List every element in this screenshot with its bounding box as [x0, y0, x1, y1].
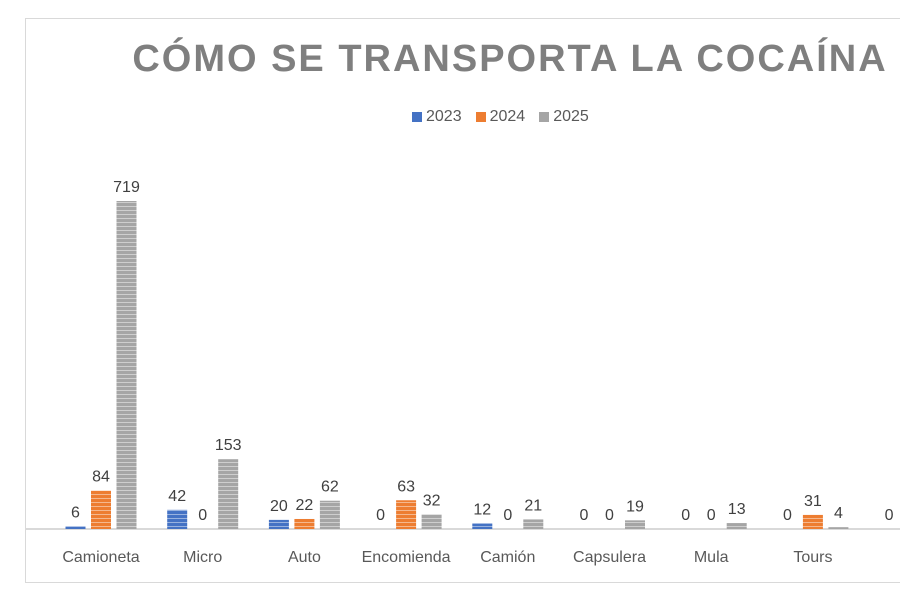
legend-swatch: [539, 112, 550, 122]
bar-2024: [396, 500, 417, 529]
x-tick-label: Auto: [288, 549, 321, 566]
data-label: 0: [707, 507, 716, 524]
bar-2025: [319, 500, 340, 529]
data-label: 84: [92, 469, 110, 486]
bar-2024: [294, 518, 315, 529]
data-label: 719: [113, 179, 140, 196]
data-label: 6: [71, 504, 80, 521]
data-label: 63: [397, 478, 415, 495]
data-label: 0: [605, 507, 614, 524]
data-label: 0: [503, 507, 512, 524]
data-label: 32: [423, 492, 441, 509]
data-label: 21: [524, 497, 542, 514]
bar-2023: [268, 519, 289, 529]
data-label: 12: [473, 502, 491, 519]
legend-label: 2024: [489, 108, 526, 125]
data-label: 0: [885, 507, 894, 524]
data-label: 13: [728, 501, 746, 518]
x-tick-label: Camioneta: [62, 549, 139, 566]
bar-2025: [625, 520, 645, 529]
bar-2024: [802, 514, 823, 529]
data-label: 20: [270, 498, 288, 515]
legend: 2023 2024 2025: [412, 108, 589, 126]
data-label: 0: [681, 507, 690, 524]
data-label: 31: [804, 493, 822, 510]
data-label: 42: [168, 488, 186, 505]
data-label: 0: [376, 507, 385, 524]
bar-2023: [65, 526, 86, 529]
chart-title: CÓMO SE TRANSPORTA LA COCAÍNA: [132, 38, 888, 80]
data-label: 19: [626, 498, 644, 515]
legend-swatch: [475, 112, 486, 122]
x-tick-label: Tours: [793, 549, 832, 566]
data-label: 153: [215, 437, 242, 454]
data-label: 0: [580, 507, 589, 524]
bar-2023: [472, 523, 493, 529]
bar-2023: [167, 509, 188, 529]
data-label: 0: [783, 507, 792, 524]
data-label: 22: [296, 497, 314, 514]
data-label: 4: [834, 505, 843, 522]
bar-2024: [91, 490, 111, 529]
x-tick-label: Mula: [694, 549, 729, 566]
bar-2025: [116, 201, 137, 529]
legend-item-2024: 2024: [475, 108, 526, 126]
bar-2025: [421, 514, 442, 529]
data-label: 0: [198, 507, 207, 524]
chart-frame: [25, 18, 900, 583]
x-tick-label: Camión: [480, 549, 535, 566]
legend-item-2023: 2023: [412, 108, 462, 126]
legend-label: 2025: [553, 108, 589, 125]
legend-label: 2023: [426, 108, 462, 125]
bar-2025: [828, 527, 849, 529]
bar-2025: [218, 459, 239, 529]
x-tick-label: Encomienda: [362, 549, 451, 566]
data-label: 62: [321, 479, 339, 496]
x-tick-label: Micro: [183, 549, 222, 566]
legend-item-2025: 2025: [539, 108, 589, 126]
x-tick-label: Capsulera: [573, 549, 646, 566]
legend-swatch: [412, 112, 422, 122]
bar-2025: [726, 523, 747, 529]
bar-2025: [523, 519, 544, 529]
